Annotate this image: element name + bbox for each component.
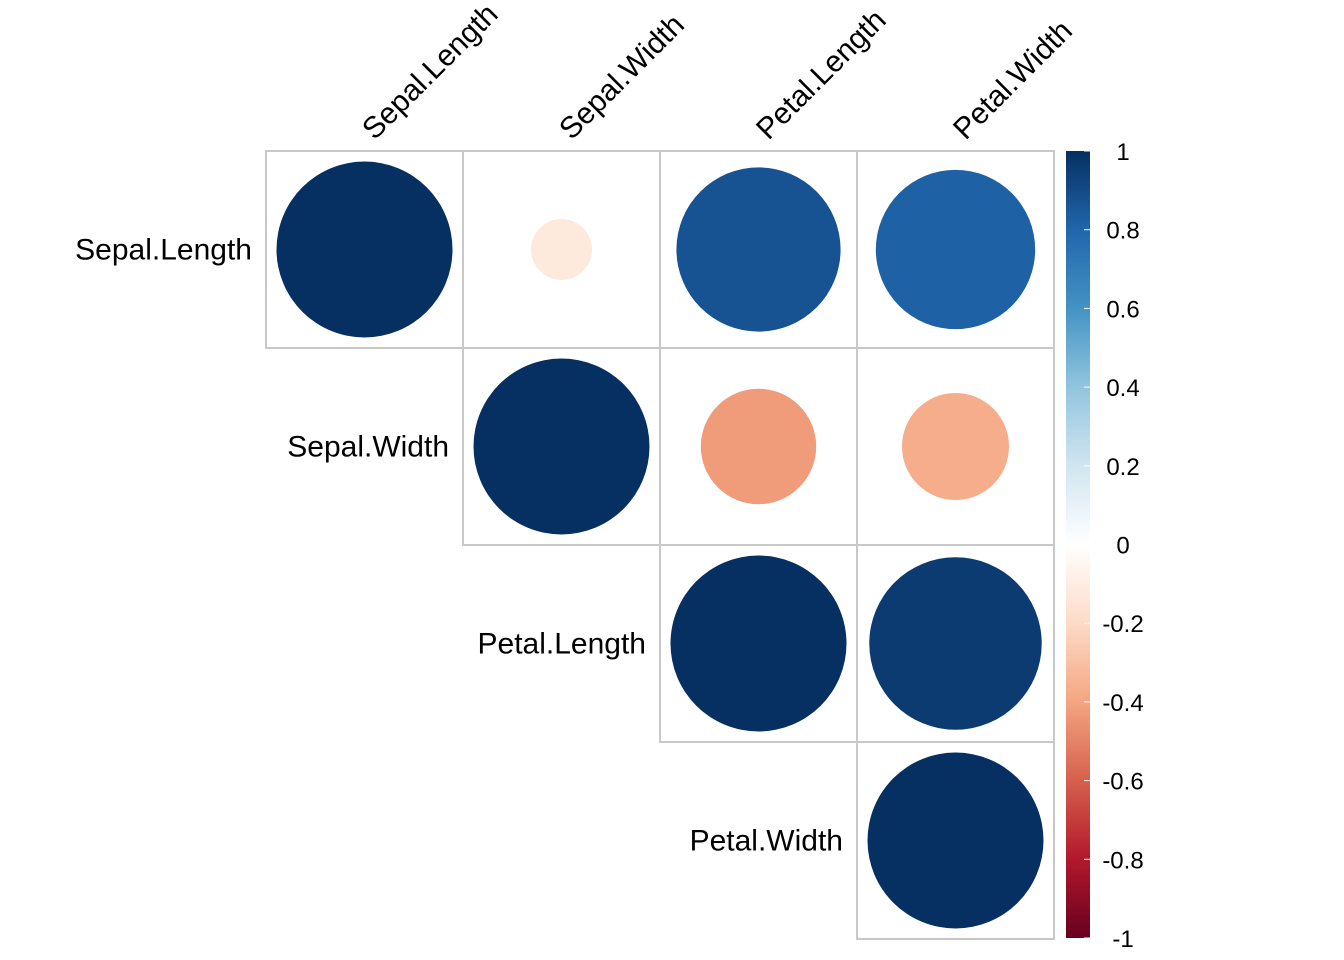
correlation-circles — [276, 161, 1044, 929]
color-legend-ticks: 1 0.8 0.6 0.4 0.2 0 -0.2 -0.4 -0.6 -0.8 -1 — [1084, 139, 1144, 953]
row-label: Sepal.Width — [287, 431, 449, 464]
corr-circle-sepal-width-petal-width — [901, 392, 1010, 501]
row-label: Sepal.Length — [75, 234, 252, 267]
corr-circle-petal-length-petal-width — [869, 557, 1042, 730]
corr-circle-sepal-width-petal-length — [700, 388, 817, 505]
color-legend-tick-label: 0.8 — [1106, 218, 1139, 245]
column-label: Petal.Width — [947, 14, 1079, 146]
color-legend: 1 0.8 0.6 0.4 0.2 0 -0.2 -0.4 -0.6 -0.8 -1 — [1066, 139, 1144, 953]
row-label: Petal.Length — [478, 628, 646, 661]
column-label: Sepal.Width — [553, 8, 691, 146]
corr-circle-sepal-length-petal-width — [875, 169, 1036, 330]
corr-circle-sepal-width-sepal-width — [473, 358, 650, 535]
color-legend-tick-label: -0.8 — [1102, 847, 1143, 874]
color-legend-tick-label: 0.4 — [1106, 375, 1139, 402]
color-legend-tick-label: 0.6 — [1106, 296, 1139, 323]
color-legend-tick-label: -0.6 — [1102, 769, 1143, 796]
row-label: Petal.Width — [690, 825, 843, 858]
color-legend-tick-label: 0 — [1116, 533, 1129, 560]
corr-circle-sepal-length-sepal-width — [531, 219, 592, 280]
color-legend-tick-label: -1 — [1112, 926, 1133, 953]
corr-circle-petal-width-petal-width — [867, 752, 1044, 929]
corr-circle-sepal-length-sepal-length — [276, 161, 453, 338]
color-legend-tick-label: -0.4 — [1102, 690, 1143, 717]
color-legend-tick-label: 0.2 — [1106, 454, 1139, 481]
column-label: Petal.Length — [750, 3, 892, 145]
column-label: Sepal.Length — [356, 0, 504, 146]
color-legend-tick-label: 1 — [1116, 139, 1129, 166]
color-legend-tick-label: -0.2 — [1102, 611, 1143, 638]
corr-circle-sepal-length-petal-length — [676, 167, 841, 332]
corr-circle-petal-length-petal-length — [670, 555, 847, 732]
